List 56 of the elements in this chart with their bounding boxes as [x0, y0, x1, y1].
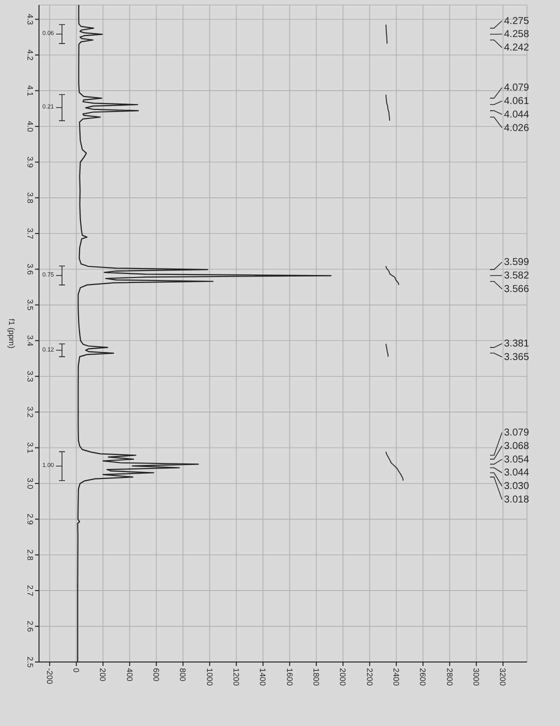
x-tick-label: 2600	[418, 668, 428, 686]
x-tick-label: -200	[44, 668, 54, 685]
annotation: 3.044	[504, 467, 530, 478]
annotation: 3.079	[504, 427, 530, 438]
x-tick-label: 1400	[258, 668, 268, 686]
y-tick-label: 3.0	[25, 478, 34, 490]
y-tick-label: 2.6	[25, 620, 34, 632]
annotation: 3.566	[504, 283, 530, 294]
y-tick-label: 3.8	[25, 192, 34, 204]
annotation: 4.242	[504, 42, 530, 54]
y-tick-label: 4.0	[25, 120, 34, 133]
y-tick-label: 3.1	[25, 442, 34, 454]
x-tick-label: 2000	[338, 668, 348, 686]
annotation: 4.275	[504, 15, 530, 26]
y-tick-label: 3.2	[25, 406, 34, 418]
y-tick-label: 2.7	[25, 585, 34, 597]
annotation: 4.079	[504, 82, 530, 94]
y-tick-label: 3.9	[25, 156, 34, 168]
annotation: 4.061	[504, 95, 530, 106]
y-tick-label: 3.3	[25, 370, 34, 382]
x-tick-label: 800	[178, 668, 188, 682]
y-tick-label: 2.9	[25, 514, 34, 526]
x-tick-label: 2800	[444, 668, 454, 686]
x-tick-label: 400	[124, 668, 134, 682]
y-tick-label: 2.5	[25, 656, 34, 668]
annotation: 4.026	[504, 122, 530, 134]
annotation: 3.054	[504, 454, 530, 465]
y-tick-label: 4.3	[25, 14, 34, 26]
annotation: 3.068	[504, 440, 530, 452]
annotation: 3.381	[504, 338, 530, 350]
y-tick-label: 3.4	[25, 335, 34, 347]
x-tick-label: 2400	[391, 668, 400, 686]
y-tick-label: 2.8	[25, 549, 34, 561]
y-tick-label: 4.1	[25, 85, 34, 97]
annotation: 3.599	[504, 256, 530, 268]
y-tick-label: 4.2	[25, 49, 34, 62]
x-tick-label: 1800	[311, 668, 320, 686]
annotation: 3.365	[504, 351, 530, 362]
y-tick-label: 3.6	[25, 264, 34, 276]
annotation: 4.258	[504, 28, 530, 40]
annotation: 3.582	[504, 270, 530, 282]
x-tick-label: 0	[71, 668, 80, 673]
x-tick-label: 1600	[284, 668, 294, 686]
x-tick-label: 2200	[364, 668, 374, 686]
annotation: 3.030	[504, 480, 530, 492]
x-tick-label: 3200	[498, 668, 508, 686]
y-tick-label: 3.5	[25, 299, 34, 312]
x-tick-label: 3000	[471, 668, 480, 686]
x-tick-label: 1200	[231, 668, 240, 686]
annotation: 3.018	[504, 494, 530, 506]
x-tick-label: 600	[151, 668, 160, 682]
x-tick-label: 200	[98, 668, 108, 682]
x-tick-label: 1000	[204, 668, 214, 686]
annotation: 4.044	[504, 108, 530, 120]
y-axis-title: f1 (ppm)	[7, 318, 16, 349]
y-tick-label: 3.7	[25, 228, 34, 240]
